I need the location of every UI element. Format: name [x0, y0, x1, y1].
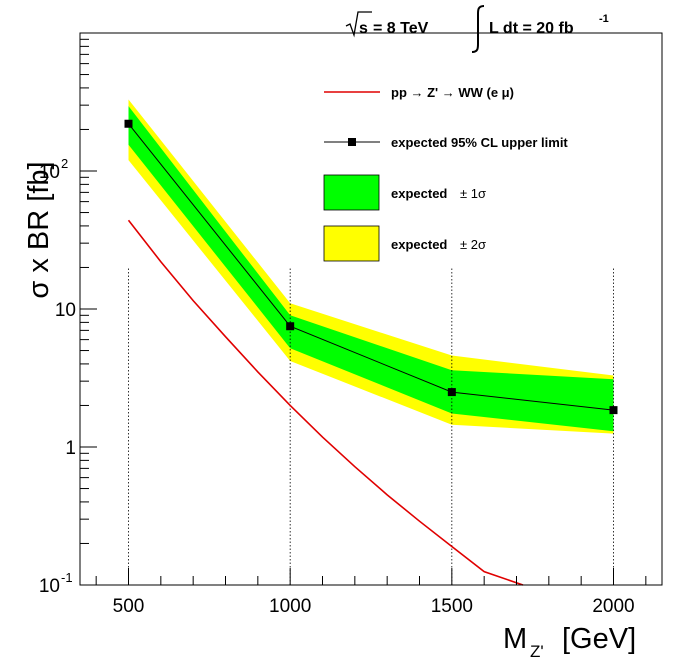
lumi-exponent: -1 — [599, 13, 609, 25]
expected-limit-point-1500 — [447, 388, 456, 397]
y-tick-label-exp-0.1: -1 — [61, 570, 73, 585]
sqrt-s-label: s — [359, 20, 368, 37]
x-axis-ticks: 500 1000 1500 2000 — [95, 568, 647, 617]
x-axis-title: M Z' [GeV] — [503, 623, 636, 661]
y-tick-label-0.1: 10 — [39, 576, 60, 597]
theory-curve — [127, 219, 524, 586]
legend-band1-swatch — [323, 174, 380, 211]
legend-band2-label: expected — [391, 237, 447, 252]
x-tick-label-2000: 2000 — [592, 596, 634, 617]
energy-label: = 8 TeV — [373, 20, 429, 37]
band-1sigma — [128, 106, 614, 432]
sqrt-symbol — [345, 11, 372, 38]
expected-layer — [124, 119, 618, 415]
expected-limit-point-500 — [124, 119, 133, 128]
expected-limit-line — [128, 123, 614, 411]
legend-expected-marker — [348, 138, 356, 146]
theory-layer — [127, 219, 524, 586]
expected-limit-point-2000 — [609, 406, 618, 415]
y-axis-title: σ x BR [fb] — [23, 161, 55, 298]
plot-frame — [79, 32, 663, 586]
legend: pp → Z' → WW (e μ) expected 95% CL upper… — [323, 85, 568, 262]
x-tick-label-500: 500 — [113, 596, 145, 617]
legend-expected-label: expected 95% CL upper limit — [391, 135, 568, 150]
y-tick-label-10: 10 — [55, 300, 76, 321]
band-1sigma-layer — [128, 106, 614, 432]
legend-band2-symbol: ± 2σ — [460, 237, 486, 252]
expected-limit-point-1000 — [286, 322, 295, 331]
y-tick-label-exp-100: 2 — [61, 156, 68, 171]
x-axis-title-main: M — [503, 623, 527, 655]
x-axis-title-subscript: Z' — [530, 642, 544, 661]
legend-band2-swatch — [323, 225, 380, 262]
legend-band1-label: expected — [391, 186, 447, 201]
x-tick-label-1500: 1500 — [431, 596, 473, 617]
y-tick-label-100: 10 — [39, 162, 60, 183]
header: s = 8 TeV L dt = 20 fb -1 — [345, 5, 609, 53]
integral-symbol — [471, 5, 485, 53]
x-tick-label-1000: 1000 — [269, 596, 311, 617]
x-axis-title-unit: [GeV] — [562, 623, 636, 655]
y-tick-label-1: 1 — [65, 438, 76, 459]
lumi-label: L dt = 20 fb — [489, 20, 574, 37]
legend-theory-label: pp → Z' → WW (e μ) — [391, 85, 514, 100]
gridline-layer — [128, 268, 614, 585]
legend-band1-symbol: ± 1σ — [460, 186, 486, 201]
